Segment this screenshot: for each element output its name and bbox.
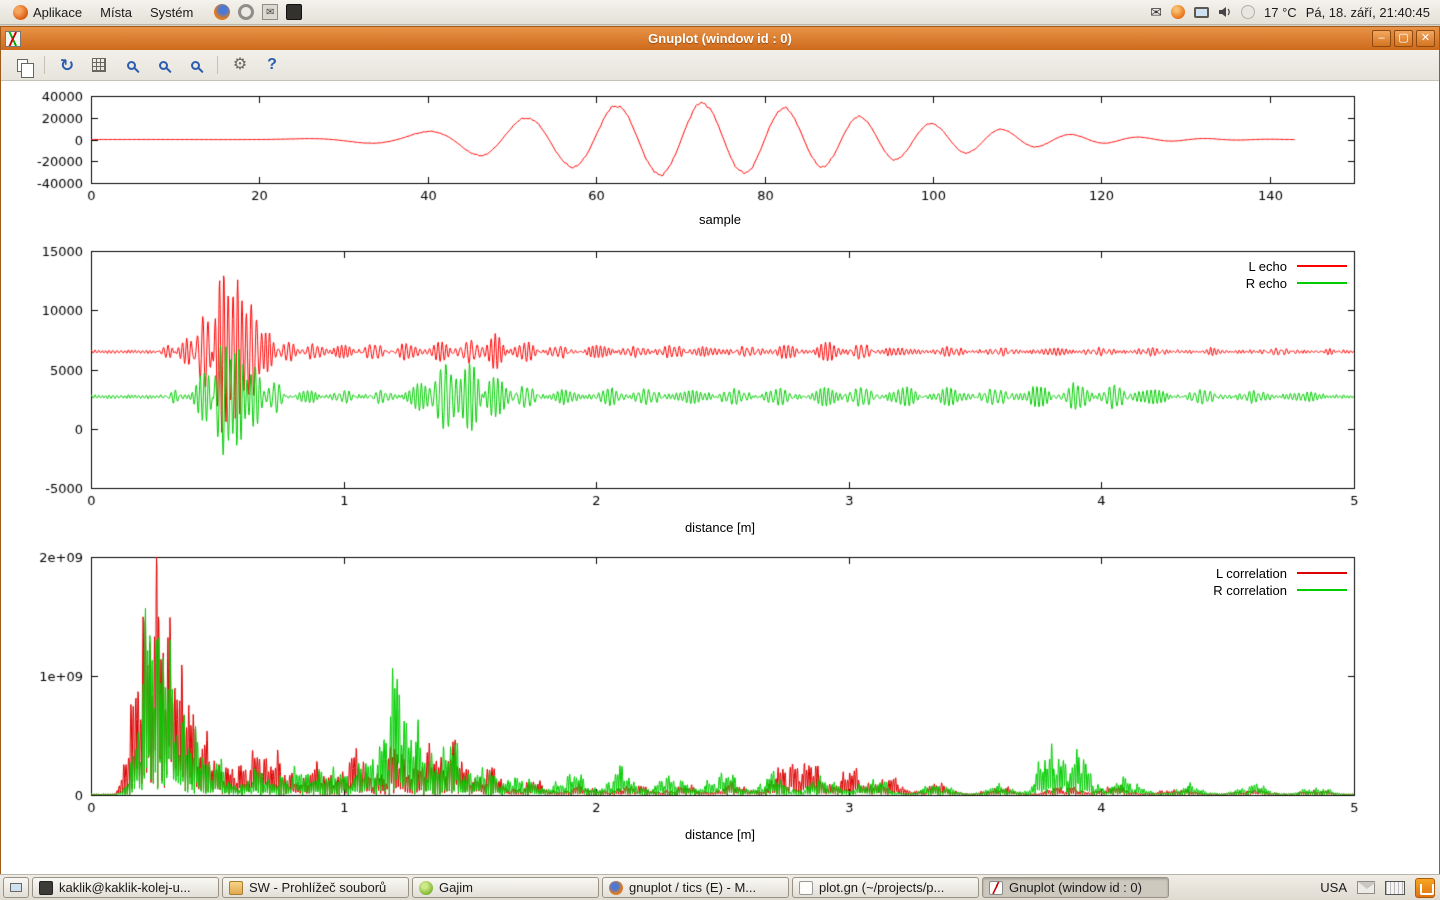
legend-item: R correlation [1213,582,1347,598]
text-editor-icon [799,880,813,895]
close-button[interactable]: ✕ [1416,30,1435,47]
top-panel: Aplikace Místa Systém ✉ ✉ 17 °C Pá, 18. … [0,0,1440,25]
menu-places[interactable]: Místa [93,3,139,22]
task-button-label: plot.gn (~/projects/p... [819,880,945,895]
mail-notification-icon[interactable]: ✉ [1150,4,1163,20]
gnuplot-toolbar: ↻ ⚙ ? [1,50,1439,81]
keyboard-icon[interactable] [1385,880,1405,895]
menu-system[interactable]: Systém [143,3,200,22]
echo-plot-canvas[interactable] [1,242,1440,517]
show-desktop-button[interactable] [3,877,29,898]
task-button-gnuplot[interactable]: Gnuplot (window id : 0) [982,877,1169,898]
zoom-next-icon [158,60,168,70]
zoom-next-button[interactable] [150,53,176,77]
minimize-button[interactable]: – [1372,30,1391,47]
system-tray: ✉ 17 °C Pá, 18. září, 21:40:45 [1150,5,1434,20]
task-button-label: kaklik@kaklik-kolej-u... [59,880,191,895]
display-icon[interactable] [1194,6,1210,18]
trash-icon[interactable] [1415,877,1435,898]
menu-places-label: Místa [100,4,132,20]
legend-item: R echo [1245,275,1347,291]
chirp-plot-xlabel: sample [699,212,741,227]
task-button-editor[interactable]: plot.gn (~/projects/p... [792,877,979,898]
chirp-plot-canvas[interactable] [1,86,1440,211]
legend-line-red [1297,572,1347,574]
update-notifier-icon[interactable] [1171,5,1186,19]
task-button-terminal[interactable]: kaklik@kaklik-kolej-u... [32,877,219,898]
taskbar: kaklik@kaklik-kolej-u... SW - Prohlížeč … [0,874,1440,900]
task-button-browser[interactable]: gnuplot / tics (E) - M... [602,877,789,898]
help-button[interactable]: ? [259,53,285,77]
echo-plot-xlabel: distance [m] [684,520,756,535]
autoscale-icon [190,60,200,70]
legend-label: L correlation [1215,565,1287,581]
show-desktop-icon [10,883,22,892]
legend-label: L echo [1248,258,1287,274]
legend-line-red [1297,265,1347,267]
gnuplot-icon [989,880,1003,895]
toolbar-separator [217,56,218,74]
legend-line-green [1297,282,1347,284]
gnuplot-window-icon [5,30,21,47]
legend-item: L correlation [1213,565,1347,581]
temperature-indicator[interactable]: 17 °C [1264,4,1297,20]
firefox-launcher-icon[interactable] [214,4,231,20]
task-button-file-browser[interactable]: SW - Prohlížeč souborů [222,877,409,898]
mail-tray-icon[interactable] [1357,881,1376,894]
settings-icon: ⚙ [232,56,248,73]
clock[interactable]: Pá, 18. září, 21:40:45 [1305,4,1430,20]
gnuplot-window: Gnuplot (window id : 0) – ▢ ✕ ↻ ⚙ ? samp… [0,26,1440,874]
copy-icon [16,58,34,78]
terminal-icon [39,880,53,895]
legend-label: R correlation [1213,582,1287,598]
folder-icon [229,880,243,895]
refresh-icon: ↻ [59,55,75,75]
echo-plot-legend: L echo R echo [1245,258,1347,291]
task-button-label: SW - Prohlížeč souborů [249,880,387,895]
task-button-label: Gnuplot (window id : 0) [1009,880,1142,895]
menu-applications[interactable]: Aplikace [6,3,89,22]
toolbar-separator [44,56,45,74]
firefox-icon [609,880,623,895]
replot-button[interactable]: ↻ [54,53,80,77]
copy-button[interactable] [9,53,35,78]
help-launcher-icon[interactable] [238,4,255,20]
keyboard-layout-indicator[interactable]: USA [1320,880,1347,895]
gajim-icon [419,880,433,895]
grid-icon [92,58,106,72]
window-controls: – ▢ ✕ [1372,30,1435,47]
grid-button[interactable] [86,53,112,77]
menu-applications-label: Aplikace [33,4,83,20]
maximize-button[interactable]: ▢ [1394,30,1413,47]
settings-button[interactable]: ⚙ [227,53,253,77]
window-titlebar[interactable]: Gnuplot (window id : 0) – ▢ ✕ [1,27,1439,50]
task-button-label: Gajim [439,880,473,895]
volume-icon[interactable] [1218,5,1232,19]
terminal-launcher-icon[interactable] [286,4,303,20]
plot-area: sample L echo R echo distance [m] L corr… [1,81,1440,874]
menu-system-label: Systém [149,4,194,20]
zoom-previous-icon [126,60,136,70]
correlation-plot-legend: L correlation R correlation [1213,565,1347,598]
legend-item: L echo [1246,258,1347,274]
taskbar-tray: USA [1320,877,1437,898]
ubuntu-logo-icon [13,4,28,20]
window-title: Gnuplot (window id : 0) [648,31,792,46]
correlation-plot-canvas[interactable] [1,548,1440,826]
legend-label: R echo [1245,275,1287,291]
task-button-gajim[interactable]: Gajim [412,877,599,898]
mail-launcher-icon[interactable]: ✉ [262,4,279,20]
weather-icon[interactable] [1241,5,1256,19]
panel-launchers: ✉ [214,4,303,20]
zoom-previous-button[interactable] [118,53,144,77]
legend-line-green [1297,589,1347,591]
help-icon: ? [267,56,277,73]
correlation-plot-xlabel: distance [m] [684,827,756,842]
autoscale-button[interactable] [182,53,208,77]
task-button-label: gnuplot / tics (E) - M... [629,880,757,895]
